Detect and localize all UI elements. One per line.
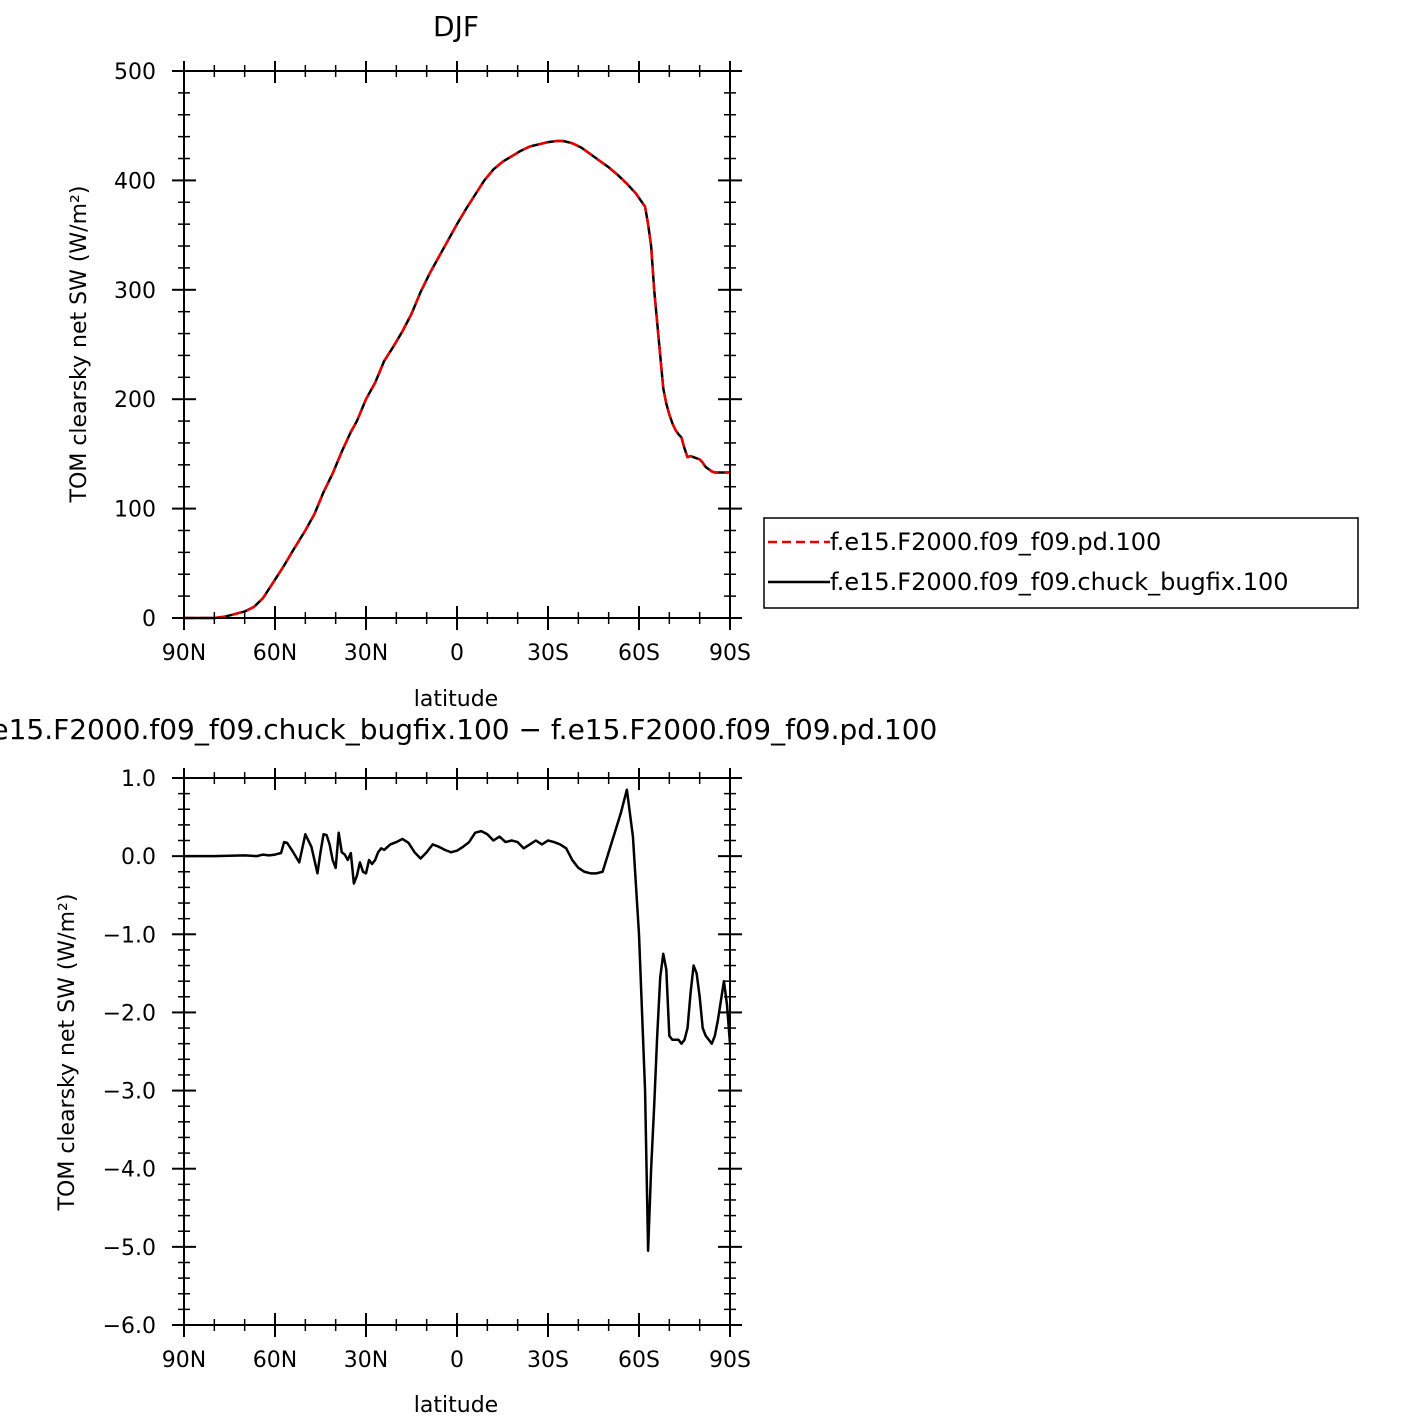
x-tick-label: 30S xyxy=(527,1348,569,1373)
y-tick-label: 0.0 xyxy=(121,845,156,870)
y-tick-label: 0 xyxy=(142,607,156,632)
top-y-tick-labels: 0 100 200 300 400 500 xyxy=(114,60,156,632)
series-line-f-e15-f2000-f09-f09-pd-100 xyxy=(184,139,730,620)
x-tick-label: 90S xyxy=(709,1348,751,1373)
y-tick-label: −4.0 xyxy=(103,1158,156,1183)
legend-box xyxy=(763,517,1359,609)
bottom-x-tick-labels: 90N 60N 30N 0 30S 60S 90S xyxy=(162,1348,751,1373)
top-x-tick-labels: 90N 60N 30N 0 30S 60S 90S xyxy=(162,641,751,666)
x-tick-label: 60S xyxy=(618,1348,660,1373)
bottom-x-axis-label: latitude xyxy=(414,1393,498,1418)
top-plot-title: DJF xyxy=(433,10,479,43)
x-tick-label: 60N xyxy=(253,1348,297,1373)
y-tick-label: −6.0 xyxy=(103,1314,156,1339)
x-tick-label: 60S xyxy=(618,641,660,666)
y-tick-label: 200 xyxy=(114,388,156,413)
x-tick-label: 0 xyxy=(450,1348,464,1373)
legend-entry-bugfix: f.e15.F2000.f09_f09.chuck_bugfix.100 xyxy=(830,568,1289,596)
bottom-plot-frame xyxy=(183,777,731,1326)
y-tick-label: −5.0 xyxy=(103,1236,156,1261)
y-tick-label: −3.0 xyxy=(103,1080,156,1105)
x-tick-label: 30S xyxy=(527,641,569,666)
y-tick-label: 300 xyxy=(114,279,156,304)
x-tick-label: 90S xyxy=(709,641,751,666)
top-panel: DJF 90N 60N 30N 0 30S 60S 90S 0 100 200 300 400 500… xyxy=(67,10,751,712)
x-tick-label: 90N xyxy=(162,1348,206,1373)
series-line-difference xyxy=(184,788,732,1253)
bottom-panel: f.e15.F2000.f09_f09.chuck_bugfix.100 − f… xyxy=(0,713,937,1418)
series-line-f-e15-f2000-f09-f09-chuck-bugfix-100 xyxy=(184,139,730,620)
top-series-lines xyxy=(184,139,730,620)
x-tick-label: 0 xyxy=(450,641,464,666)
bottom-y-tick-labels: 1.0 0.0 −1.0 −2.0 −3.0 −4.0 −5.0 −6.0 xyxy=(103,767,156,1339)
y-tick-label: 500 xyxy=(114,60,156,85)
y-tick-label: −2.0 xyxy=(103,1001,156,1026)
x-tick-label: 60N xyxy=(253,641,297,666)
y-tick-label: 400 xyxy=(114,169,156,194)
y-tick-label: −1.0 xyxy=(103,923,156,948)
top-x-axis-label: latitude xyxy=(414,687,498,712)
bottom-plot-title: f.e15.F2000.f09_f09.chuck_bugfix.100 − f… xyxy=(0,713,937,746)
y-tick-label: 1.0 xyxy=(121,767,156,792)
legend: f.e15.F2000.f09_f09.pd.100 f.e15.F2000.f… xyxy=(763,517,1359,609)
bottom-y-axis-label: TOM clearsky net SW (W/m²) xyxy=(55,894,80,1212)
y-tick-label: 100 xyxy=(114,498,156,523)
x-tick-label: 30N xyxy=(344,641,388,666)
legend-entry-pd: f.e15.F2000.f09_f09.pd.100 xyxy=(830,528,1161,556)
x-tick-label: 90N xyxy=(162,641,206,666)
top-y-axis-label: TOM clearsky net SW (W/m²) xyxy=(67,186,92,504)
top-plot-frame xyxy=(183,70,731,619)
top-axis-ticks xyxy=(172,61,742,630)
bottom-series-lines xyxy=(184,788,732,1253)
x-tick-label: 30N xyxy=(344,1348,388,1373)
